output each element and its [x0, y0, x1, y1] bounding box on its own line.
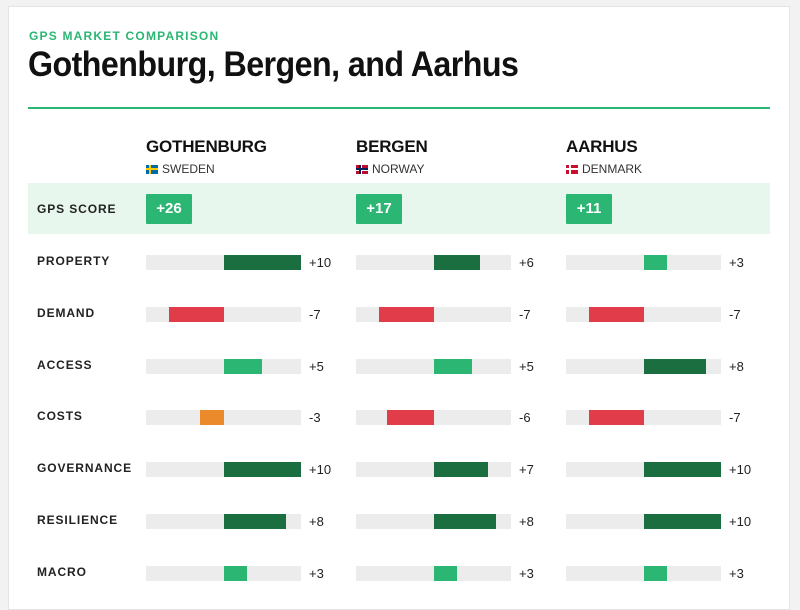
- bar: [223, 514, 286, 529]
- value-label: +3: [309, 565, 324, 581]
- bar: [200, 410, 224, 426]
- bar-track: [566, 462, 721, 478]
- gps-score-badge: +26: [146, 194, 192, 224]
- bar-track: [146, 410, 301, 426]
- bar: [223, 462, 301, 478]
- value-label: +10: [729, 462, 752, 478]
- category-label: RESILIENCE: [37, 513, 119, 527]
- bar-track: [566, 255, 721, 270]
- country-name: DENMARK: [582, 162, 643, 176]
- bar: [433, 255, 480, 270]
- bar-track: [146, 514, 301, 529]
- value-label: +8: [309, 514, 324, 529]
- value-label: +3: [729, 255, 744, 270]
- value-label: +8: [519, 514, 534, 529]
- category-label: PROPERTY: [37, 254, 111, 268]
- category-label: ACCESS: [37, 357, 93, 372]
- bar-track: [566, 410, 721, 426]
- value-label: +5: [309, 358, 324, 374]
- bar-track: [146, 358, 301, 374]
- bar: [589, 306, 644, 322]
- city-name: AARHUS: [566, 137, 638, 156]
- bar: [433, 565, 457, 581]
- bar: [223, 565, 247, 581]
- value-label: +5: [519, 358, 534, 374]
- value-label: +10: [309, 255, 332, 270]
- bar-track: [146, 462, 301, 478]
- bar-track: [356, 565, 511, 581]
- bar: [643, 565, 667, 581]
- bar: [223, 358, 263, 374]
- bar-track: [566, 514, 721, 529]
- bar-track: [146, 255, 301, 270]
- bar: [433, 358, 473, 374]
- bar-track: [566, 358, 721, 374]
- norway-flag-icon: [356, 164, 368, 174]
- bar: [223, 255, 301, 270]
- bar: [643, 462, 721, 478]
- title-divider: [28, 107, 770, 109]
- bar: [643, 514, 721, 529]
- value-label: -7: [519, 306, 531, 322]
- bar-track: [566, 306, 721, 322]
- value-label: +3: [729, 565, 744, 581]
- bar-track: [356, 514, 511, 529]
- gps-score-badge: +17: [356, 194, 402, 224]
- city-name: BERGEN: [356, 137, 428, 156]
- bar-track: [146, 565, 301, 581]
- category-label: MACRO: [37, 564, 87, 579]
- bar: [379, 306, 434, 322]
- kicker: GPS MARKET COMPARISON: [29, 29, 220, 43]
- column-header-aarhus: AARHUS DENMARK: [566, 137, 642, 176]
- value-label: -6: [519, 410, 531, 426]
- bar: [589, 410, 644, 426]
- bar-track: [356, 306, 511, 322]
- column-header-bergen: BERGEN NORWAY: [356, 137, 428, 176]
- bar-track: [356, 255, 511, 270]
- bar: [433, 462, 488, 478]
- bar: [643, 358, 706, 374]
- bar-track: [356, 410, 511, 426]
- country-name: NORWAY: [372, 162, 425, 176]
- bar: [169, 306, 224, 322]
- column-header-gothenburg: GOTHENBURG SWEDEN: [146, 137, 267, 176]
- page-title: Gothenburg, Bergen, and Aarhus: [28, 45, 519, 84]
- value-label: -7: [729, 306, 741, 322]
- value-label: +3: [519, 565, 534, 581]
- category-label: GOVERNANCE: [37, 461, 133, 476]
- gps-score-badge: +11: [566, 194, 612, 224]
- gps-score-label: GPS SCORE: [37, 202, 117, 216]
- bar: [387, 410, 434, 426]
- bar-track: [146, 306, 301, 322]
- denmark-flag-icon: [566, 164, 578, 174]
- value-label: +6: [519, 255, 534, 270]
- country-name: SWEDEN: [162, 162, 215, 176]
- value-label: +8: [729, 358, 744, 374]
- comparison-card: GPS MARKET COMPARISON Gothenburg, Bergen…: [8, 6, 790, 610]
- category-label: DEMAND: [37, 305, 96, 320]
- value-label: +10: [729, 514, 752, 529]
- value-label: +7: [519, 462, 534, 478]
- value-label: -7: [729, 410, 741, 426]
- bar-track: [566, 565, 721, 581]
- sweden-flag-icon: [146, 164, 158, 174]
- city-name: GOTHENBURG: [146, 137, 267, 156]
- value-label: +10: [309, 462, 332, 478]
- bar-track: [356, 462, 511, 478]
- bar: [643, 255, 667, 270]
- category-label: COSTS: [37, 409, 83, 424]
- bar: [433, 514, 496, 529]
- value-label: -7: [309, 306, 321, 322]
- value-label: -3: [309, 410, 321, 426]
- bar-track: [356, 358, 511, 374]
